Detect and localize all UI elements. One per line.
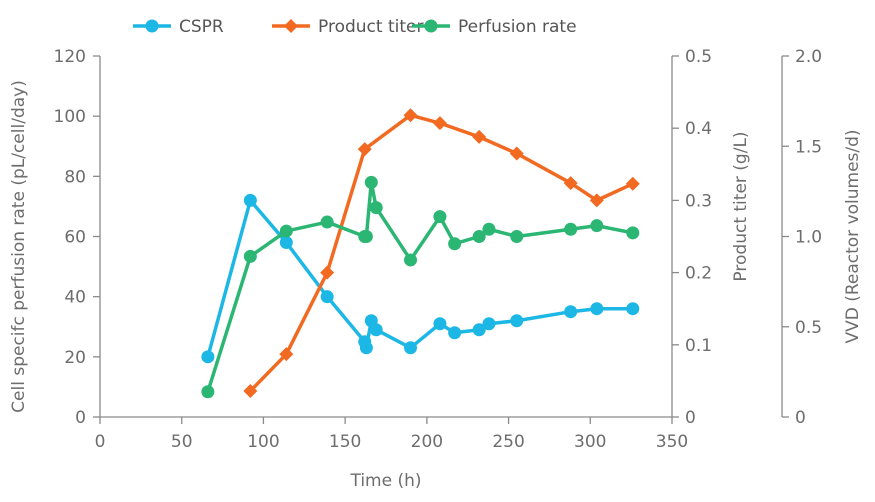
right1-tick-label: 0.1 xyxy=(685,336,712,356)
x-tick-label: 200 xyxy=(411,432,443,452)
product-titer-point xyxy=(403,108,418,123)
perfusion-rate-line xyxy=(206,180,634,393)
cspr-point xyxy=(404,341,418,355)
product-titer-point xyxy=(589,193,604,208)
right2-tick-label: 1.0 xyxy=(795,228,822,248)
legend-product-titer-marker xyxy=(284,19,298,33)
legend-perfusion-rate-marker xyxy=(424,19,438,33)
cspr-point xyxy=(510,314,524,328)
product-titer-point xyxy=(279,347,294,362)
cspr-point xyxy=(482,317,496,331)
perfusion-rate-point xyxy=(369,201,383,215)
perfusion-rate-point xyxy=(482,222,496,236)
product-titer-point xyxy=(432,116,447,131)
perfusion-rate-point xyxy=(279,224,293,238)
cspr-point xyxy=(359,341,373,355)
right1-tick-label: 0.4 xyxy=(685,119,712,139)
perfusion-rate-point xyxy=(359,230,373,243)
right1-tick-label: 0.3 xyxy=(685,191,712,211)
left-tick-label: 80 xyxy=(64,167,86,187)
product-titer-line xyxy=(249,113,634,393)
left-tick-label: 40 xyxy=(64,288,86,308)
x-tick-label: 300 xyxy=(574,432,606,452)
x-tick-label: 100 xyxy=(247,432,279,452)
right2-tick-label: 1.5 xyxy=(795,137,822,157)
left-tick-label: 20 xyxy=(64,348,86,368)
right1-axis-title: Product titer (g/L) xyxy=(731,131,751,281)
right2-tick-label: 2.0 xyxy=(795,47,822,67)
legend-cspr-marker xyxy=(145,19,159,33)
perfusion-rate-point xyxy=(510,230,524,243)
legend-perfusion-rate-label: Perfusion rate xyxy=(458,17,577,37)
x-tick-label: 350 xyxy=(656,432,688,452)
x-tick-label: 0 xyxy=(95,432,106,452)
product-titer-point xyxy=(357,142,372,157)
product-titer-point xyxy=(625,176,640,191)
perfusion-rate-point xyxy=(433,210,447,224)
product-titer-point xyxy=(472,129,487,144)
x-axis-title: Time (h) xyxy=(349,471,421,491)
cspr-point xyxy=(472,323,486,337)
cspr-point xyxy=(320,290,334,304)
perfusion-rate-point xyxy=(448,237,462,251)
right1-tick-label: 0 xyxy=(685,408,696,428)
product-titer-point xyxy=(509,146,524,161)
perfusion-rate-point xyxy=(201,385,215,399)
right2-tick-label: 0.5 xyxy=(795,318,822,338)
perfusion-rate-point xyxy=(243,249,257,263)
product-titer-point xyxy=(320,265,335,280)
x-tick-label: 150 xyxy=(329,432,361,452)
x-tick-label: 50 xyxy=(171,432,193,452)
right2-tick-label: 0 xyxy=(795,408,806,428)
right2-axis-title: VVD (Reactor volumes/d) xyxy=(843,129,863,343)
perfusion-rate-point xyxy=(590,219,604,233)
left-tick-label: 120 xyxy=(54,47,86,67)
legend-product-titer-label: Product titer xyxy=(318,17,423,37)
left-tick-label: 60 xyxy=(64,228,86,248)
product-titer-point xyxy=(563,176,578,191)
cspr-point xyxy=(279,236,293,250)
cspr-point xyxy=(448,326,462,340)
cspr-point xyxy=(433,317,447,331)
perfusion-rate-point xyxy=(472,230,486,243)
left-tick-label: 100 xyxy=(54,107,86,127)
right1-tick-label: 0.5 xyxy=(685,47,712,67)
cspr-point xyxy=(201,350,215,364)
perfusion-rate-point xyxy=(626,226,640,240)
cspr-point xyxy=(243,193,257,207)
product-titer-point xyxy=(243,384,258,399)
cspr-point xyxy=(590,302,604,316)
perfusion-rate-point xyxy=(404,253,418,267)
cspr-point xyxy=(626,302,640,316)
left-axis-title: Cell specifc perfusion rate (pL/cell/day… xyxy=(9,80,29,413)
right1-tick-label: 0.2 xyxy=(685,264,712,284)
perfusion-rate-point xyxy=(320,215,334,229)
cspr-point xyxy=(369,323,383,337)
perfusion-rate-point xyxy=(564,222,578,236)
perfusion-rate-point xyxy=(364,175,378,189)
x-tick-label: 250 xyxy=(492,432,524,452)
cspr-point xyxy=(564,305,578,319)
legend-cspr-label: CSPR xyxy=(179,17,224,37)
left-tick-label: 0 xyxy=(75,408,86,428)
